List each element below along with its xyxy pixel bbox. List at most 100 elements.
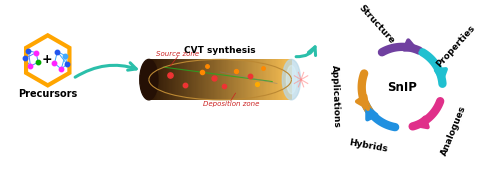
Bar [169, 59, 170, 100]
Bar [215, 59, 216, 100]
Bar [241, 59, 242, 100]
Bar [214, 59, 215, 100]
Bar [162, 59, 164, 100]
Bar [211, 59, 212, 100]
Text: Applications: Applications [330, 65, 341, 128]
Bar [254, 59, 256, 100]
Bar [268, 59, 270, 100]
Bar [220, 59, 221, 100]
Bar [167, 59, 168, 100]
Bar [180, 59, 182, 100]
Bar [265, 59, 266, 100]
Ellipse shape [140, 59, 158, 100]
Bar [250, 59, 252, 100]
Bar [274, 59, 275, 100]
Bar [232, 59, 233, 100]
Bar [280, 59, 281, 100]
Bar [248, 59, 250, 100]
Bar [284, 59, 286, 100]
Bar [264, 59, 266, 100]
Bar [181, 59, 182, 100]
Bar [222, 59, 224, 100]
Bar [235, 59, 236, 100]
Bar [172, 59, 173, 100]
Bar [160, 59, 161, 100]
Bar [193, 59, 194, 100]
Bar [282, 59, 284, 100]
Bar [191, 59, 192, 100]
Bar [163, 59, 164, 100]
Text: Deposition zone: Deposition zone [202, 101, 259, 107]
Bar [252, 59, 254, 100]
Bar [173, 59, 174, 100]
Bar [290, 59, 292, 100]
Bar [216, 59, 218, 100]
Bar [166, 59, 167, 100]
Bar [218, 59, 220, 100]
Bar [168, 59, 170, 100]
Bar [164, 59, 166, 100]
Bar [277, 59, 278, 100]
Text: SnIP: SnIP [387, 81, 417, 94]
Bar [226, 59, 227, 100]
Bar [274, 59, 276, 100]
Bar [158, 59, 160, 100]
Bar [268, 59, 269, 100]
Bar [182, 59, 184, 100]
Bar [244, 59, 246, 100]
Bar [152, 59, 154, 100]
Bar [190, 59, 191, 100]
Bar [238, 59, 240, 100]
Bar [194, 59, 196, 100]
Bar [288, 59, 290, 100]
Bar [174, 59, 176, 100]
Text: +: + [42, 53, 52, 66]
Bar [236, 59, 238, 100]
Bar [226, 59, 228, 100]
Bar [156, 59, 158, 100]
Bar [184, 59, 185, 100]
Bar [187, 59, 188, 100]
Bar [223, 59, 224, 100]
Bar [170, 59, 172, 100]
Bar [238, 59, 239, 100]
Bar [242, 59, 244, 100]
Bar [286, 59, 288, 100]
Text: Precursors: Precursors [18, 89, 78, 99]
Text: Structure: Structure [358, 4, 397, 46]
Bar [228, 59, 230, 100]
Ellipse shape [282, 59, 300, 100]
Bar [212, 59, 214, 100]
Bar [253, 59, 254, 100]
Bar [155, 59, 156, 100]
Bar [206, 59, 208, 100]
Bar [196, 59, 197, 100]
Bar [234, 59, 235, 100]
Bar [262, 59, 263, 100]
Bar [262, 59, 264, 100]
Bar [210, 59, 212, 100]
Bar [192, 59, 194, 100]
Bar [176, 59, 178, 100]
Bar [217, 59, 218, 100]
Bar [256, 59, 257, 100]
Bar [197, 59, 198, 100]
Bar [154, 59, 155, 100]
Bar [199, 59, 200, 100]
Bar [175, 59, 176, 100]
Bar [230, 59, 232, 100]
Bar [186, 59, 188, 100]
Bar [244, 59, 245, 100]
Bar [280, 59, 282, 100]
Bar [224, 59, 226, 100]
Bar [259, 59, 260, 100]
Bar [200, 59, 202, 100]
Text: Hybrids: Hybrids [348, 138, 389, 153]
Bar [256, 59, 258, 100]
Bar [271, 59, 272, 100]
Bar [232, 59, 234, 100]
Bar [208, 59, 209, 100]
Bar [203, 59, 204, 100]
Bar [289, 59, 290, 100]
Bar [198, 59, 200, 100]
